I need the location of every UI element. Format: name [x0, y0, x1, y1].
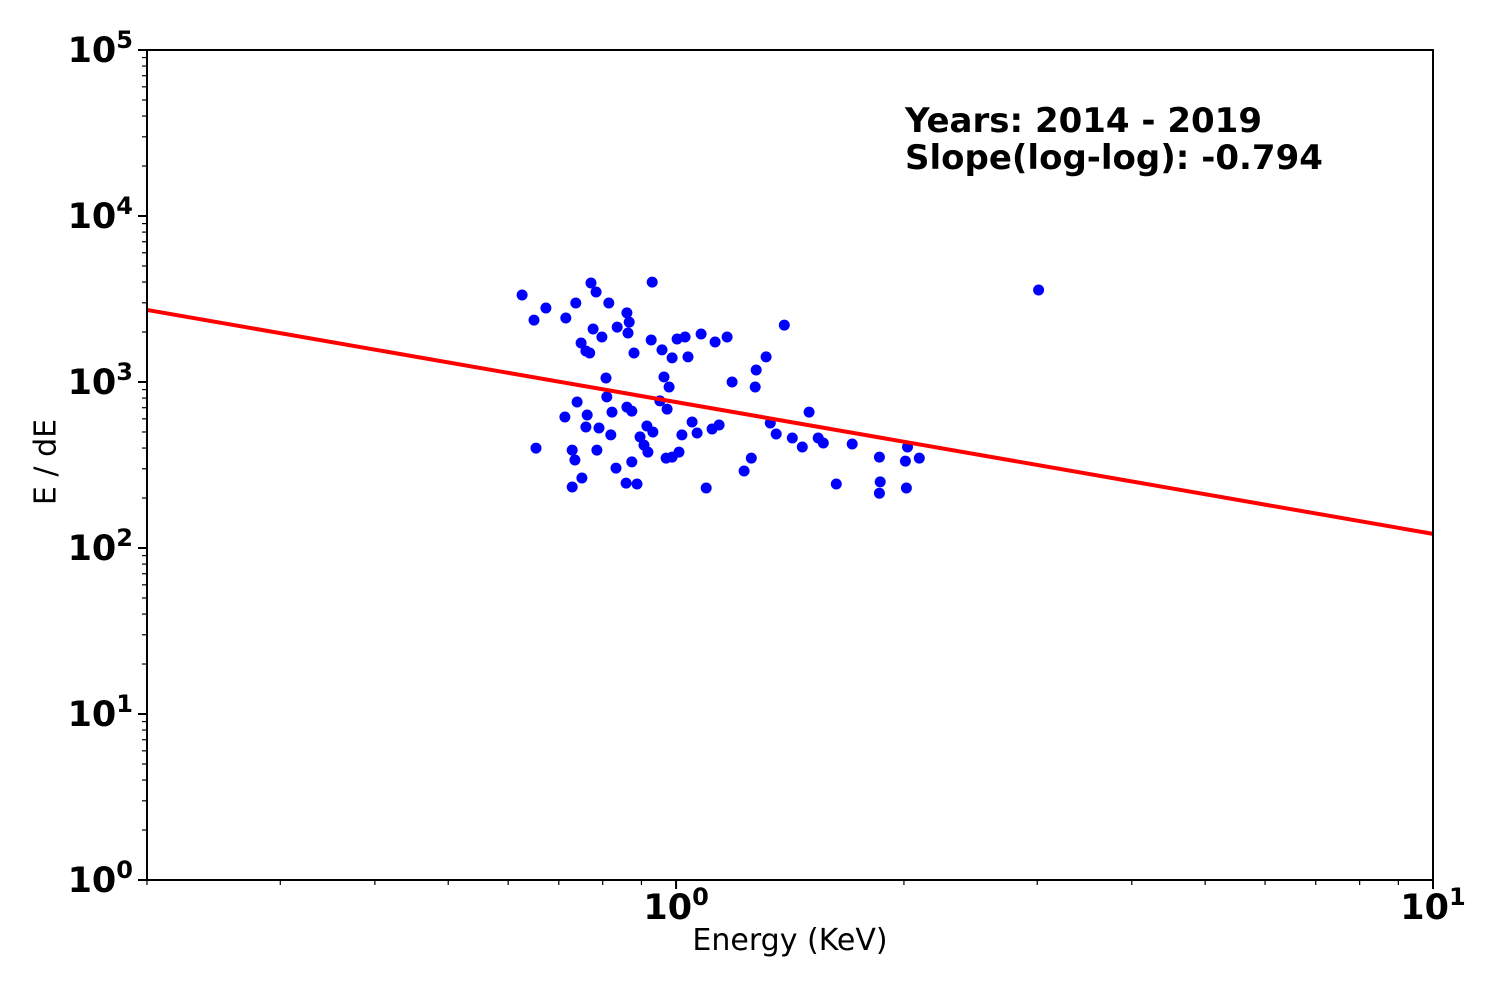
data-point: [530, 442, 542, 454]
data-point: [596, 331, 608, 343]
data-point: [786, 432, 798, 444]
scatter-points: [516, 276, 1045, 499]
data-point: [620, 477, 632, 489]
data-point: [626, 405, 638, 417]
annotation-years: Years: 2014 - 2019: [905, 101, 1262, 141]
data-point: [575, 337, 587, 349]
data-point: [913, 452, 925, 464]
data-point: [713, 419, 725, 431]
data-point: [691, 427, 703, 439]
data-point: [749, 381, 761, 393]
data-point: [540, 302, 552, 314]
data-point: [566, 444, 578, 456]
data-point: [645, 334, 657, 346]
y-tick-label-10e3: 103: [67, 358, 133, 403]
y-tick-label-10e1: 101: [67, 690, 133, 735]
data-point: [593, 422, 605, 434]
data-point: [646, 276, 658, 288]
data-point: [686, 416, 698, 428]
data-point: [623, 316, 635, 328]
data-point: [626, 456, 638, 468]
data-point: [796, 441, 808, 453]
y-tick-label-10e5: 105: [67, 26, 133, 71]
data-point: [600, 372, 612, 384]
data-point: [647, 426, 659, 438]
data-point: [663, 381, 675, 393]
y-tick-label-10e4: 104: [67, 192, 133, 237]
data-point: [528, 314, 540, 326]
y-tick-label-10e2: 102: [67, 524, 133, 569]
data-point: [1033, 284, 1045, 296]
data-point: [750, 364, 762, 376]
data-point: [658, 371, 670, 383]
data-point: [666, 352, 678, 364]
data-point: [778, 319, 790, 331]
data-point: [584, 347, 596, 359]
data-point: [709, 336, 721, 348]
data-point: [830, 478, 842, 490]
x-tick-label-10e0: 100: [643, 883, 709, 928]
data-point: [566, 481, 578, 493]
data-point: [603, 297, 615, 309]
data-point: [679, 331, 691, 343]
data-point: [606, 406, 618, 418]
x-tick-label-10e1: 101: [1400, 883, 1466, 928]
y-tick-label-10e0: 100: [67, 856, 133, 901]
data-point: [628, 347, 640, 359]
data-point: [576, 472, 588, 484]
data-point: [591, 444, 603, 456]
data-point: [634, 431, 646, 443]
data-point: [803, 406, 815, 418]
data-point: [516, 289, 528, 301]
data-point: [899, 455, 911, 467]
data-point: [601, 391, 613, 403]
data-point: [760, 351, 772, 363]
data-point: [581, 409, 593, 421]
data-point: [770, 428, 782, 440]
data-point: [738, 465, 750, 477]
data-point: [656, 344, 668, 356]
data-point: [873, 451, 885, 463]
data-point: [622, 327, 634, 339]
data-point: [726, 376, 738, 388]
data-point: [745, 452, 757, 464]
data-point: [817, 437, 829, 449]
data-point: [874, 476, 886, 488]
fit-line: [146, 307, 1434, 536]
data-point: [611, 321, 623, 333]
data-point: [571, 396, 583, 408]
data-point: [695, 328, 707, 340]
data-point: [559, 411, 571, 423]
data-point: [590, 286, 602, 298]
data-point: [673, 446, 685, 458]
x-axis-label: Energy (KeV): [692, 923, 888, 958]
plot-border: [146, 49, 1434, 881]
data-point: [585, 277, 597, 289]
data-point: [570, 297, 582, 309]
data-point: [621, 307, 633, 319]
data-point: [587, 323, 599, 335]
data-point: [721, 331, 733, 343]
data-point: [676, 429, 688, 441]
y-axis-label: E / dE: [28, 418, 64, 506]
annotation-box: Years: 2014 - 2019 Slope(log-log): -0.79…: [905, 103, 1323, 177]
data-point: [682, 351, 694, 363]
data-point: [610, 462, 622, 474]
data-point: [642, 446, 654, 458]
data-point: [873, 487, 885, 499]
data-point: [560, 312, 572, 324]
data-point: [631, 478, 643, 490]
axis-ticks: [138, 49, 1434, 889]
data-point: [900, 482, 912, 494]
data-point: [661, 403, 673, 415]
annotation-slope: Slope(log-log): -0.794: [905, 138, 1323, 178]
data-point: [700, 482, 712, 494]
data-point: [580, 421, 592, 433]
data-point: [846, 438, 858, 450]
data-point: [569, 454, 581, 466]
data-point: [605, 429, 617, 441]
